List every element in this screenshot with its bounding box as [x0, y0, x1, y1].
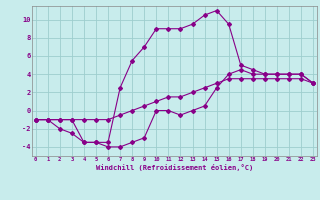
X-axis label: Windchill (Refroidissement éolien,°C): Windchill (Refroidissement éolien,°C) — [96, 164, 253, 171]
